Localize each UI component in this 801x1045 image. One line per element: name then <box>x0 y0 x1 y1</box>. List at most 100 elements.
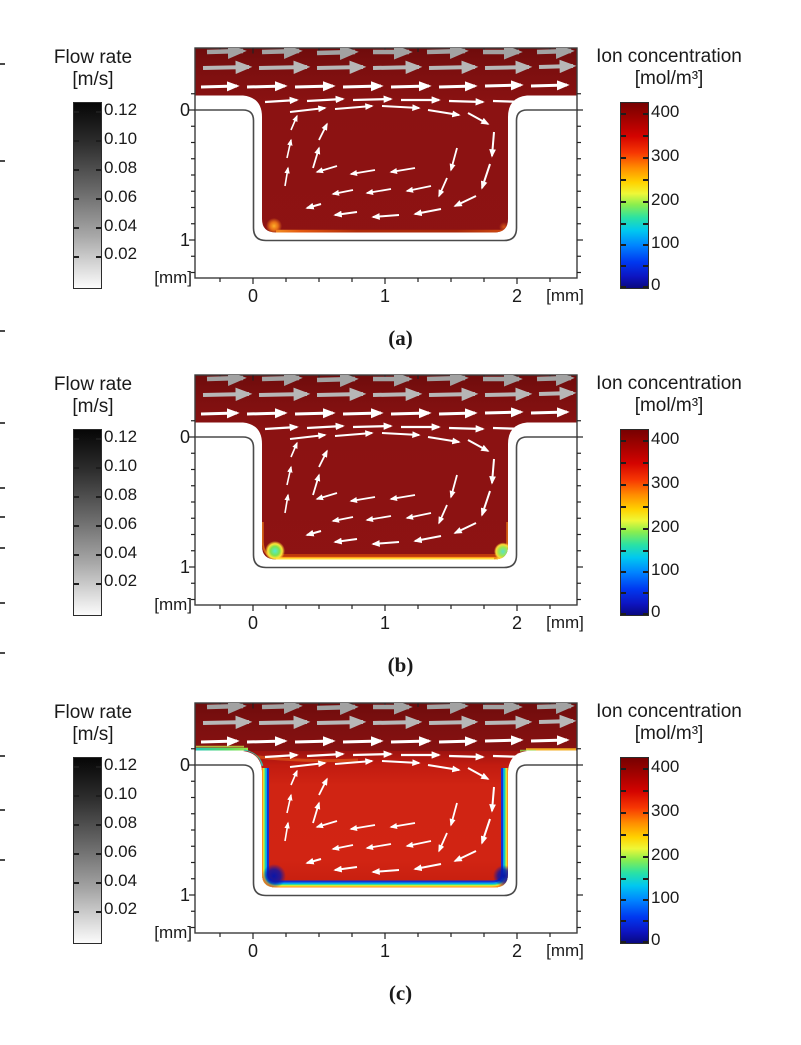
colorbar-tick <box>621 855 626 858</box>
colorbar-tick <box>643 571 648 573</box>
colorbar-tick <box>74 910 79 913</box>
flow-rate-colorbar <box>73 757 102 944</box>
colorbar-tick <box>621 222 626 225</box>
colorbar-tick <box>621 244 626 246</box>
ion-unit-text: [mol/m³] <box>634 68 704 89</box>
colorbar-tick <box>621 812 626 814</box>
colorbar-tick <box>621 613 626 615</box>
colorbar-tick <box>643 549 648 552</box>
ion-tick-label: 400 <box>651 102 680 121</box>
colorbar-tick <box>643 941 648 943</box>
colorbar-tick <box>74 795 79 797</box>
panel-c: Flow rate [m/s] 0.12 0.10 0.08 0.06 0.04… <box>0 685 801 1012</box>
ion-tick-label: 0 <box>651 930 661 949</box>
ion-tick-label: 100 <box>651 888 680 907</box>
colorbar-tick <box>621 157 626 159</box>
x-tick-0: 0 <box>247 613 258 633</box>
colorbar-tick <box>643 265 648 267</box>
flow-tick-label: 0.10 <box>104 456 138 475</box>
colorbar-tick <box>621 920 626 922</box>
colorbar-tick <box>96 226 101 229</box>
colorbar-tick <box>96 198 101 200</box>
panel-label-c: (c) <box>388 981 413 1005</box>
colorbar-tick <box>96 795 101 797</box>
velocity-arrows <box>200 375 577 547</box>
colorbar-tick <box>643 135 648 137</box>
flow-tick-label: 0.08 <box>104 158 138 177</box>
colorbar-tick <box>643 286 648 288</box>
panel-label-b: (b) <box>387 653 414 677</box>
flow-rate-unit-text: [m/s] <box>72 69 114 90</box>
colorbar-tick <box>643 790 648 792</box>
colorbar-tick <box>74 169 79 171</box>
colorbar-tick <box>621 286 626 288</box>
colorbar-tick <box>643 812 648 814</box>
ion-concentration-colorbar-title: Ion concentration [mol/m³] <box>569 701 769 745</box>
y-tick-0: 0 <box>179 427 190 447</box>
colorbar-tick <box>643 506 648 508</box>
colorbar-tick <box>643 920 648 922</box>
flow-tick-label: 0.10 <box>104 129 138 148</box>
fluid-region <box>195 375 577 560</box>
flow-rate-colorbar <box>73 429 102 616</box>
colorbar-tick <box>643 855 648 858</box>
y-tick-1: 1 <box>179 885 190 905</box>
ion-concentration-colorbar <box>620 757 649 944</box>
panel-b: Flow rate [m/s] 0.12 0.10 0.08 0.06 0.04… <box>0 357 801 684</box>
cavity-outline <box>195 764 577 897</box>
colorbar-tick <box>74 525 79 527</box>
colorbar-tick <box>643 113 648 115</box>
colorbar-tick <box>621 834 626 836</box>
colorbar-tick <box>96 881 101 884</box>
x-tick-1: 1 <box>379 613 390 633</box>
colorbar-tick <box>74 140 79 142</box>
page-edge-mark <box>0 809 5 811</box>
y-tick-0: 0 <box>179 755 190 775</box>
x-axis-unit: [mm] <box>546 613 584 632</box>
colorbar-tick <box>643 768 648 770</box>
flow-rate-title-text: Flow rate <box>53 702 133 723</box>
ion-tick-label: 100 <box>651 233 680 252</box>
flow-tick-label: 0.06 <box>104 187 138 206</box>
simulation-plot-c <box>189 702 583 939</box>
colorbar-tick <box>74 198 79 200</box>
colorbar-tick <box>621 527 626 530</box>
colorbar-tick <box>74 467 79 469</box>
flow-tick-label: 0.12 <box>104 100 138 119</box>
colorbar-tick <box>74 881 79 884</box>
ion-tick-label: 400 <box>651 757 680 776</box>
x-tick-2: 2 <box>511 613 522 633</box>
flow-rate-colorbar-title: Flow rate [m/s] <box>33 374 153 418</box>
flow-tick-label: 0.02 <box>104 244 138 263</box>
ion-unit-text: [mol/m³] <box>634 395 704 416</box>
colorbar-tick <box>96 255 101 258</box>
cavity-outline <box>195 109 577 242</box>
colorbar-tick <box>74 582 79 585</box>
velocity-arrows <box>200 48 577 220</box>
colorbar-tick <box>643 179 648 181</box>
colorbar-tick <box>621 440 626 442</box>
page-edge-mark <box>0 422 5 424</box>
ion-tick-label: 200 <box>651 517 680 536</box>
y-tick-0: 0 <box>179 100 190 120</box>
flow-tick-label: 0.06 <box>104 842 138 861</box>
flow-rate-unit-text: [m/s] <box>72 396 114 417</box>
colorbar-tick <box>74 226 79 229</box>
colorbar-tick <box>96 910 101 913</box>
ion-tick-label: 200 <box>651 845 680 864</box>
colorbar-tick <box>96 582 101 585</box>
flow-rate-colorbar <box>73 102 102 289</box>
flow-rate-title-text: Flow rate <box>53 47 133 68</box>
flow-tick-label: 0.12 <box>104 755 138 774</box>
colorbar-tick <box>621 941 626 943</box>
flow-tick-label: 0.02 <box>104 571 138 590</box>
ion-title-text: Ion concentration <box>596 701 742 722</box>
colorbar-tick <box>74 824 79 826</box>
colorbar-tick <box>621 179 626 181</box>
x-axis-unit: [mm] <box>546 941 584 960</box>
colorbar-tick <box>96 766 101 768</box>
ion-unit-text: [mol/m³] <box>634 723 704 744</box>
colorbar-tick <box>621 200 626 203</box>
x-tick-1: 1 <box>379 941 390 961</box>
